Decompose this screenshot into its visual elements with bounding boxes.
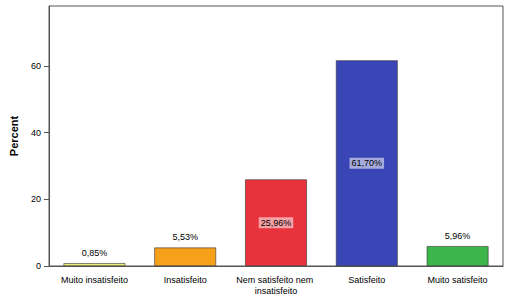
svg-text:Muito satisfeito: Muito satisfeito <box>428 275 488 285</box>
svg-text:25,96%: 25,96% <box>261 218 292 228</box>
svg-text:60: 60 <box>31 61 41 71</box>
svg-text:Muito insatisfeito: Muito insatisfeito <box>61 275 128 285</box>
svg-text:0: 0 <box>36 261 41 271</box>
svg-text:Satisfeito: Satisfeito <box>348 275 385 285</box>
svg-text:61,70%: 61,70% <box>352 158 383 168</box>
svg-text:Nem satisfeito nem: Nem satisfeito nem <box>236 275 316 285</box>
svg-text:40: 40 <box>31 128 41 138</box>
svg-text:insatisfeito: insatisfeito <box>255 286 298 296</box>
svg-text:Percent: Percent <box>8 115 20 156</box>
svg-text:5,53%: 5,53% <box>172 232 198 242</box>
svg-text:20: 20 <box>31 194 41 204</box>
svg-text:Insatisfeito: Insatisfeito <box>164 275 207 285</box>
svg-text:5,96%: 5,96% <box>445 231 471 241</box>
svg-text:0,85%: 0,85% <box>82 248 108 258</box>
